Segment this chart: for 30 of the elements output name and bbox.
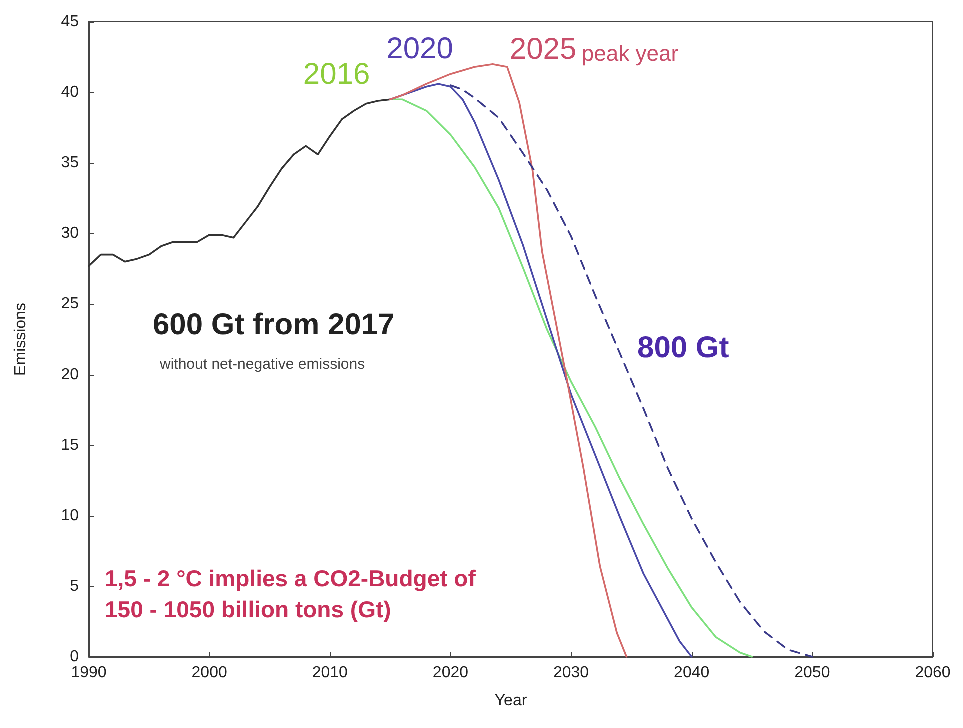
y-tick-label: 20 [61,366,80,384]
x-axis-title: Year [494,692,528,710]
y-axis-title: Emissions [12,303,30,376]
series-label: 800 Gt [638,332,730,365]
annotation: 600 Gt from 2017 [153,308,395,342]
y-tick-label: 25 [61,296,80,313]
x-tick-label: 2000 [192,664,228,682]
annotation: 1,5 - 2 °C implies a CO2-Budget of 150 - 1050 billion tons (Gt) [105,566,482,622]
x-tick-label: 2010 [312,664,348,682]
x-tick-label: 2050 [794,664,830,682]
series-label: 2016 [303,58,370,92]
line-series [450,84,814,658]
y-tick-label: 5 [70,578,80,595]
x-tick-label: 2020 [432,664,469,682]
x-tick-label: 2030 [553,664,590,682]
y-tick-label: 0 [70,648,80,666]
annotation: peak year [582,40,679,66]
series-label: 2020 [386,32,454,66]
y-tick-label: 40 [61,84,80,102]
y-tick-label: 30 [61,225,80,242]
y-tick-label: 35 [61,154,80,172]
y-tick-label: 45 [61,14,80,30]
annotation: without net-negative emissions [159,356,366,373]
x-tick-label: 1990 [71,664,107,682]
series-label: 2025 [510,32,577,66]
x-tick-label: 2040 [674,664,710,682]
y-tick-label: 15 [61,436,80,454]
x-tick-label: 2060 [915,664,951,682]
y-tick-label: 10 [61,507,80,524]
line-series [88,98,392,268]
